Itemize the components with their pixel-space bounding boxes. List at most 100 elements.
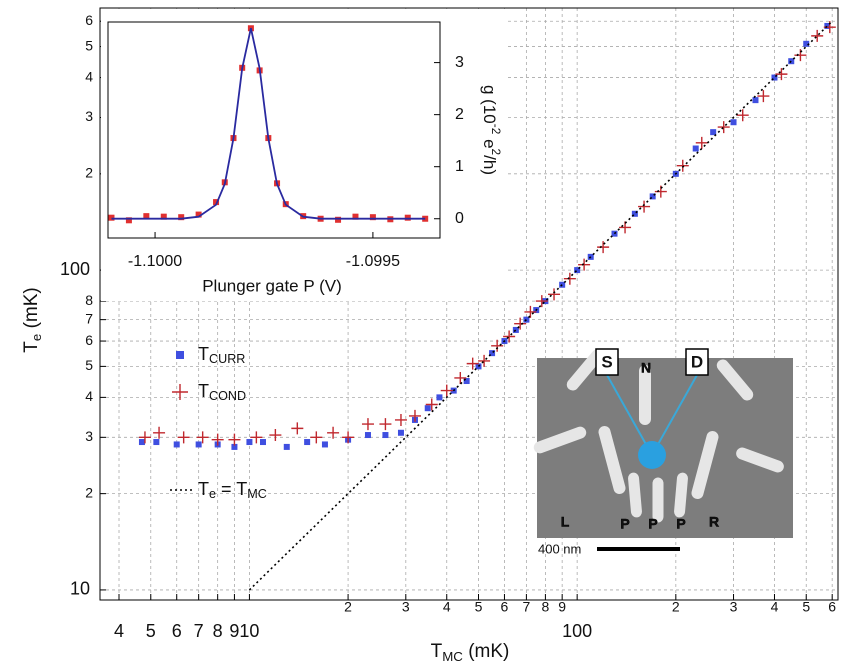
data-point: [619, 221, 632, 234]
y-tick-label: 4: [85, 68, 93, 84]
data-point: [408, 409, 421, 422]
data-point: [327, 426, 340, 439]
data-point: [512, 326, 519, 333]
data-point: [125, 217, 132, 224]
data-point: [269, 429, 282, 442]
legend-label: Te = TMC: [198, 479, 267, 502]
plot-frame: [99, 7, 839, 601]
y-tick-label: 2: [85, 165, 93, 181]
data-point: [304, 439, 311, 446]
x-tick-label: 2: [672, 599, 680, 615]
y-tick-label: 7: [85, 310, 93, 326]
y-tick-label: 8: [85, 292, 93, 308]
scale-bar-label: 400 nm: [538, 541, 581, 556]
data-point: [310, 431, 323, 444]
gate-finger: [691, 430, 719, 500]
data-point: [811, 29, 824, 42]
y-tick-label: 3: [85, 428, 93, 444]
inset-background: [101, 9, 506, 301]
data-point: [489, 350, 496, 357]
data-point: [466, 357, 479, 370]
data-point: [394, 413, 407, 426]
data-point: [143, 213, 150, 220]
legend-label: TCOND: [198, 381, 246, 404]
data-point: [379, 418, 392, 431]
x-tick-label: 5: [802, 599, 810, 615]
data-point: [138, 431, 151, 444]
data-point: [335, 216, 342, 223]
data-point: [138, 439, 145, 446]
series-line: [111, 28, 426, 220]
data-point: [177, 431, 190, 444]
x-tick-label: -1.0995: [346, 253, 400, 270]
y-tick-label: 3: [85, 108, 93, 124]
data-point: [794, 49, 807, 62]
data-point: [173, 441, 180, 448]
data-point: [578, 258, 591, 271]
data-point: [250, 431, 263, 444]
data-point: [736, 109, 749, 122]
data-point: [228, 433, 241, 446]
x-tick-label: 100: [562, 621, 592, 641]
y-tick-label: 4: [85, 388, 93, 404]
data-point: [321, 441, 328, 448]
data-point: [397, 429, 404, 436]
data-point: [771, 74, 778, 81]
gate-finger: [652, 477, 664, 523]
x-tick-label: 5: [475, 599, 483, 615]
gate-finger: [639, 365, 651, 425]
x-tick-label: 4: [771, 599, 779, 615]
data-point: [382, 432, 389, 439]
y2-tick-label: 1: [455, 158, 464, 175]
y-tick-label: 6: [85, 332, 93, 348]
data-point: [649, 193, 656, 200]
data-point: [757, 90, 770, 103]
data-point: [710, 129, 717, 136]
data-point: [352, 213, 359, 220]
data-point: [503, 330, 516, 343]
data-point: [491, 339, 504, 352]
data-point: [425, 398, 438, 411]
data-point: [775, 68, 788, 81]
gate-finger: [566, 349, 604, 391]
data-point: [695, 136, 708, 149]
gate-finger: [628, 472, 642, 518]
data-point: [259, 439, 266, 446]
sem-label: S: [601, 352, 612, 371]
x-tick-label: 9: [558, 599, 566, 615]
y2-tick-label: 2: [455, 106, 464, 123]
data-point: [424, 405, 431, 412]
label-box: [685, 348, 709, 376]
data-point: [108, 214, 115, 221]
data-point: [153, 426, 166, 439]
x-axis-label: TMC (mK): [431, 641, 510, 664]
y-tick-label: 6: [85, 12, 93, 28]
data-point: [213, 199, 220, 206]
data-point: [369, 214, 376, 221]
sem-image: S D N L P P P R: [533, 348, 793, 538]
data-point: [246, 439, 253, 446]
data-point: [454, 371, 467, 384]
label-box: [595, 348, 619, 376]
inset-x-label: Plunger gate P (V): [202, 276, 342, 295]
x-tick-label: 2: [344, 599, 352, 615]
y-tick-label: 2: [85, 484, 93, 500]
data-point: [597, 241, 610, 254]
data-point: [463, 378, 470, 385]
data-point: [717, 121, 730, 134]
x-tick-label: 8: [213, 621, 223, 641]
x-tick-label: 8: [542, 599, 550, 615]
data-point: [535, 295, 548, 308]
sem-label: P: [620, 516, 629, 532]
x-tick-label: 7: [522, 599, 530, 615]
data-point: [178, 214, 185, 221]
scale-bar: [597, 547, 680, 551]
data-point: [574, 267, 581, 274]
data-point: [404, 214, 411, 221]
sem-label: L: [561, 514, 570, 530]
data-point: [524, 305, 537, 318]
data-point: [676, 159, 689, 172]
data-point: [803, 40, 810, 47]
sem-label: P: [676, 516, 685, 532]
